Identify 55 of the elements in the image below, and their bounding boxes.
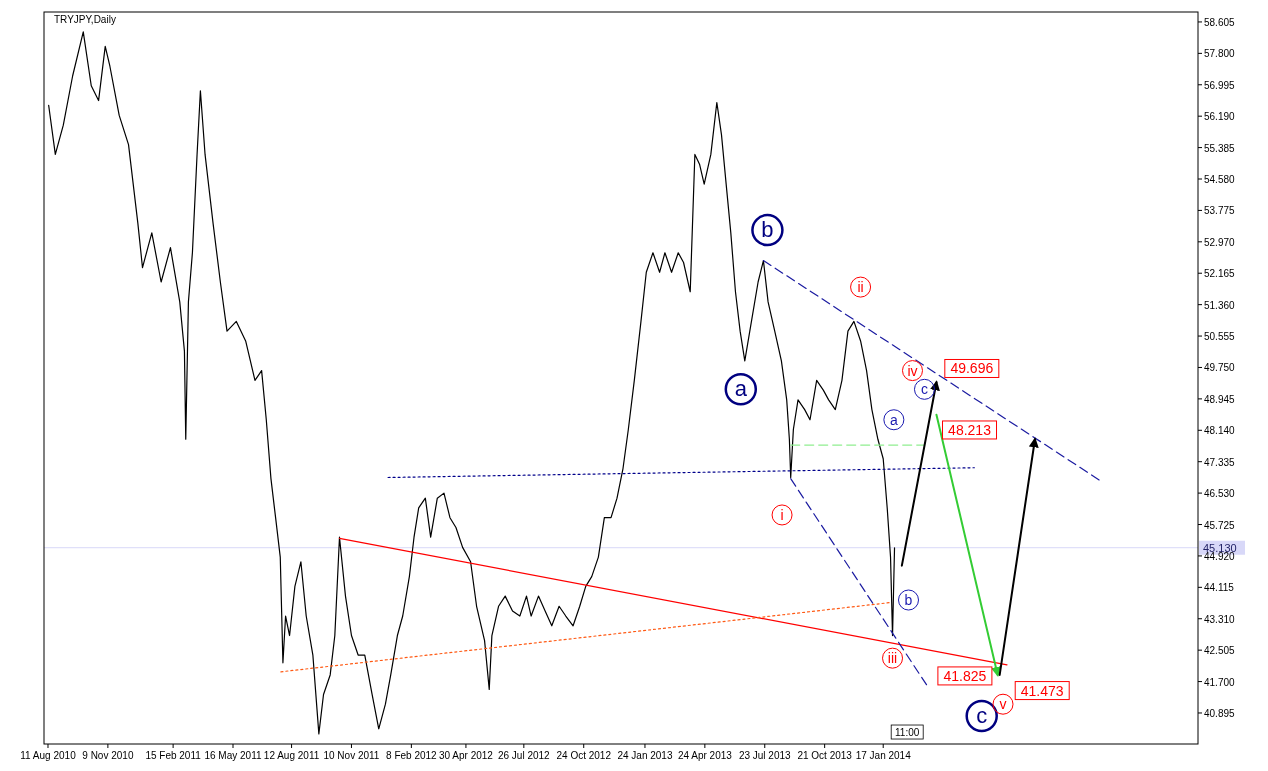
- annotation: i: [780, 506, 784, 523]
- annotation: a: [734, 376, 748, 402]
- x-tick-label: 23 Jul 2013: [738, 750, 792, 761]
- y-tick-label: 48.140: [1204, 425, 1236, 437]
- annotation: c: [920, 381, 928, 398]
- y-tick-label: 43.310: [1204, 613, 1236, 625]
- x-tick-label: 21 Oct 2013: [797, 750, 853, 761]
- y-tick-label: 40.895: [1204, 707, 1236, 719]
- y-tick-label: 52.165: [1204, 268, 1236, 280]
- annotation: ii: [857, 279, 864, 296]
- annotation: 11:00: [895, 727, 920, 739]
- y-tick-label: 50.555: [1204, 331, 1236, 343]
- y-tick-label: 52.970: [1204, 236, 1236, 248]
- y-tick-label: 56.995: [1204, 79, 1236, 91]
- y-tick-label: 57.800: [1204, 48, 1236, 60]
- annotation: 48.213: [948, 421, 992, 438]
- x-tick-label: 10 Nov 2011: [323, 750, 380, 761]
- y-tick-label: 58.605: [1204, 16, 1236, 28]
- y-tick-label: 47.335: [1204, 456, 1236, 468]
- annotation: v: [999, 696, 1007, 713]
- annotation: iv: [907, 362, 918, 379]
- y-tick-label: 48.945: [1204, 393, 1236, 405]
- x-tick-label: 17 Jan 2014: [855, 750, 912, 761]
- annotation: 41.473: [1020, 682, 1064, 699]
- x-tick-label: 24 Apr 2013: [677, 750, 733, 761]
- x-tick-label: 24 Oct 2012: [556, 750, 612, 761]
- annotation: 49.696: [950, 360, 994, 377]
- x-tick-label: 8 Feb 2012: [386, 750, 438, 761]
- x-tick-label: 16 May 2011: [204, 750, 262, 761]
- annotation: b: [761, 217, 774, 243]
- x-tick-label: 11 Aug 2010: [20, 750, 77, 761]
- y-tick-label: 55.385: [1204, 142, 1236, 154]
- annotation: b: [904, 592, 913, 609]
- chart-title: TRYJPY,Daily: [54, 14, 116, 25]
- y-tick-label: 41.700: [1204, 676, 1236, 688]
- y-tick-label: 42.505: [1204, 645, 1236, 657]
- y-tick-label: 56.190: [1204, 111, 1236, 123]
- y-tick-label: 44.115: [1204, 582, 1235, 594]
- line-series: [48, 31, 896, 735]
- annotation: c: [976, 702, 988, 728]
- x-tick-label: 9 Nov 2010: [82, 750, 134, 761]
- annotation: a: [889, 411, 898, 428]
- annotation: 41.825: [943, 667, 987, 684]
- y-tick-label: 45.725: [1204, 519, 1236, 531]
- y-tick-label: 53.775: [1204, 205, 1236, 217]
- annotation: iii: [887, 650, 898, 667]
- y-tick-label: 49.750: [1204, 362, 1236, 374]
- x-tick-label: 26 Jul 2012: [497, 750, 551, 761]
- x-tick-label: 24 Jan 2013: [617, 750, 673, 761]
- x-tick-label: 12 Aug 2011: [263, 750, 320, 761]
- x-tick-label: 15 Feb 2011: [145, 750, 202, 761]
- y-tick-label: 51.360: [1204, 299, 1236, 311]
- x-tick-label: 30 Apr 2012: [438, 750, 494, 761]
- y-tick-label: 46.530: [1204, 488, 1236, 500]
- y-tick-label: 54.580: [1204, 174, 1236, 185]
